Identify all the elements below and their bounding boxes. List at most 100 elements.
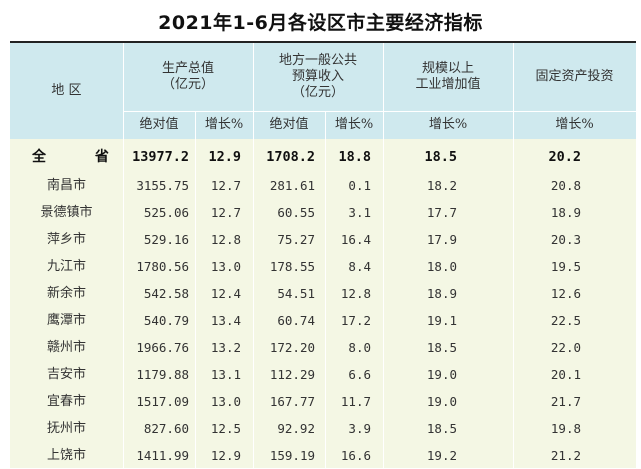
cell-gdp: 529.16: [143, 232, 189, 247]
cell-budget-growth: 0.1: [348, 178, 371, 193]
cell-gdp-growth: 12.9: [208, 149, 241, 165]
cell-industry-growth: 18.2: [426, 178, 457, 193]
cell-investment-growth: 22.0: [550, 340, 581, 355]
page-title: 2021年1-6月各设区市主要经济指标: [158, 12, 483, 34]
cell-gdp: 1517.09: [136, 394, 189, 409]
cell-budget: 60.55: [277, 205, 315, 220]
cell-budget: 75.27: [277, 232, 315, 247]
cell-budget: 281.61: [269, 178, 315, 193]
cell-region: 宜春市: [46, 394, 86, 409]
header-gdp-growth: 增长%: [204, 117, 244, 132]
header-industry: 规模以上 工业增加值: [415, 61, 481, 92]
cell-industry-growth: 18.5: [426, 421, 457, 436]
cell-industry-growth: 19.1: [426, 313, 457, 328]
cell-budget: 92.92: [277, 421, 315, 436]
cell-gdp: 542.58: [143, 286, 189, 301]
cell-region: 吉安市: [46, 367, 86, 382]
cell-investment-growth: 12.6: [550, 286, 581, 301]
cell-budget-growth: 17.2: [340, 313, 371, 328]
cell-gdp-growth: 13.4: [210, 313, 241, 328]
cell-gdp-growth: 13.0: [210, 259, 241, 274]
cell-investment-growth: 20.8: [550, 178, 581, 193]
cell-budget-growth: 8.4: [348, 259, 371, 274]
cell-region: 全 省: [32, 149, 131, 165]
cell-region: 上饶市: [46, 448, 86, 463]
cell-budget: 60.74: [277, 313, 315, 328]
cell-budget-growth: 16.4: [340, 232, 371, 247]
table-row: 景德镇市 525.06 12.7 60.55 3.1 17.7 18.9: [10, 199, 636, 226]
cell-investment-growth: 20.3: [550, 232, 581, 247]
cell-industry-growth: 19.0: [426, 394, 457, 409]
cell-gdp: 1780.56: [136, 259, 189, 274]
header-region: 地 区: [51, 83, 82, 98]
cell-budget: 178.55: [269, 259, 315, 274]
cell-budget: 54.51: [277, 286, 315, 301]
table-row: 上饶市 1411.99 12.9 159.19 16.6 19.2 21.2: [10, 442, 636, 469]
cell-gdp-growth: 12.4: [210, 286, 241, 301]
cell-investment-growth: 22.5: [550, 313, 581, 328]
header-budget-growth: 增长%: [334, 117, 374, 132]
table-row: 新余市 542.58 12.4 54.51 12.8 18.9 12.6: [10, 280, 636, 307]
table-row: 宜春市 1517.09 13.0 167.77 11.7 19.0 21.7: [10, 388, 636, 415]
cell-budget-growth: 6.6: [348, 367, 371, 382]
table-header: 地 区 生产总值 （亿元） 地方一般公共 预算收入 （亿元） 规模以上 工业增加…: [10, 43, 636, 139]
cell-region: 新余市: [46, 286, 86, 301]
cell-industry-growth: 18.5: [424, 149, 457, 165]
cell-industry-growth: 19.2: [426, 448, 457, 463]
cell-gdp: 525.06: [143, 205, 189, 220]
cell-region: 萍乡市: [46, 232, 86, 247]
table-row: 抚州市 827.60 12.5 92.92 3.9 18.5 19.8: [10, 415, 636, 442]
header-industry-growth: 增长%: [428, 117, 468, 132]
cell-gdp-growth: 12.8: [210, 232, 241, 247]
cell-gdp-growth: 13.1: [210, 367, 241, 382]
cell-investment-growth: 20.1: [550, 367, 581, 382]
cell-gdp-growth: 13.2: [210, 340, 241, 355]
cell-industry-growth: 18.0: [426, 259, 457, 274]
cell-gdp-growth: 12.9: [210, 448, 241, 463]
cell-budget: 167.77: [269, 394, 315, 409]
cell-gdp: 13977.2: [132, 149, 189, 165]
cell-budget-growth: 3.9: [348, 421, 371, 436]
table-row: 南昌市 3155.75 12.7 281.61 0.1 18.2 20.8: [10, 172, 636, 199]
cell-gdp: 1966.76: [136, 340, 189, 355]
cell-investment-growth: 18.9: [550, 205, 581, 220]
cell-budget-growth: 11.7: [340, 394, 371, 409]
cell-industry-growth: 17.9: [426, 232, 457, 247]
cell-region: 鹰潭市: [46, 313, 86, 328]
header-budget: 地方一般公共 预算收入 （亿元）: [278, 53, 357, 100]
top-rule: [10, 41, 636, 43]
cell-budget-growth: 8.0: [348, 340, 371, 355]
cell-budget: 159.19: [269, 448, 315, 463]
cell-investment-growth: 21.2: [550, 448, 581, 463]
cell-budget: 1708.2: [266, 149, 315, 165]
table-row: 萍乡市 529.16 12.8 75.27 16.4 17.9 20.3: [10, 226, 636, 253]
cell-gdp-growth: 12.5: [210, 421, 241, 436]
cell-budget-growth: 18.8: [338, 149, 371, 165]
table-row: 鹰潭市 540.79 13.4 60.74 17.2 19.1 22.5: [10, 307, 636, 334]
cell-budget: 172.20: [269, 340, 315, 355]
cell-industry-growth: 18.9: [426, 286, 457, 301]
cell-investment-growth: 19.5: [550, 259, 581, 274]
header-investment: 固定资产投资: [535, 69, 614, 84]
cell-investment-growth: 21.7: [550, 394, 581, 409]
table-row: 赣州市 1966.76 13.2 172.20 8.0 18.5 22.0: [10, 334, 636, 361]
cell-investment-growth: 19.8: [550, 421, 581, 436]
cell-region: 南昌市: [46, 178, 86, 193]
cell-region: 九江市: [46, 259, 86, 274]
cell-industry-growth: 18.5: [426, 340, 457, 355]
header-gdp: 生产总值 （亿元）: [161, 61, 214, 92]
cell-gdp: 1411.99: [136, 448, 189, 463]
cell-gdp: 827.60: [143, 421, 189, 436]
header-gdp-absolute: 绝对值: [139, 117, 179, 132]
header-budget-absolute: 绝对值: [269, 117, 309, 132]
table-body: 全 省 13977.2 12.9 1708.2 18.8 18.5 20.2 南昌市 3155.…: [10, 139, 636, 468]
cell-industry-growth: 19.0: [426, 367, 457, 382]
cell-gdp-growth: 12.7: [210, 205, 241, 220]
cell-industry-growth: 17.7: [426, 205, 457, 220]
cell-investment-growth: 20.2: [548, 149, 581, 165]
cell-region: 赣州市: [46, 340, 86, 355]
cell-gdp-growth: 13.0: [210, 394, 241, 409]
cell-gdp: 3155.75: [136, 178, 189, 193]
cell-budget-growth: 16.6: [340, 448, 371, 463]
